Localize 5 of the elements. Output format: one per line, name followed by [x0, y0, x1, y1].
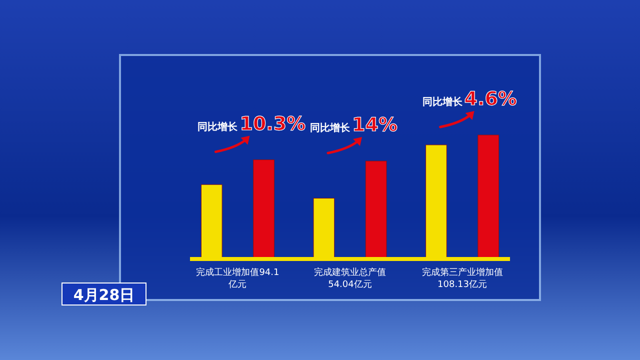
x-tick-label: 完成建筑业总产值54.04亿元 [313, 267, 387, 291]
x-tick-label: 完成工业增加值94.1亿元 [196, 267, 280, 291]
text: 4月28日 [73, 286, 135, 304]
x-tick-label: 完成第三产业增加值108.13亿元 [420, 267, 504, 291]
text: 同比增长4.6% [422, 88, 517, 110]
